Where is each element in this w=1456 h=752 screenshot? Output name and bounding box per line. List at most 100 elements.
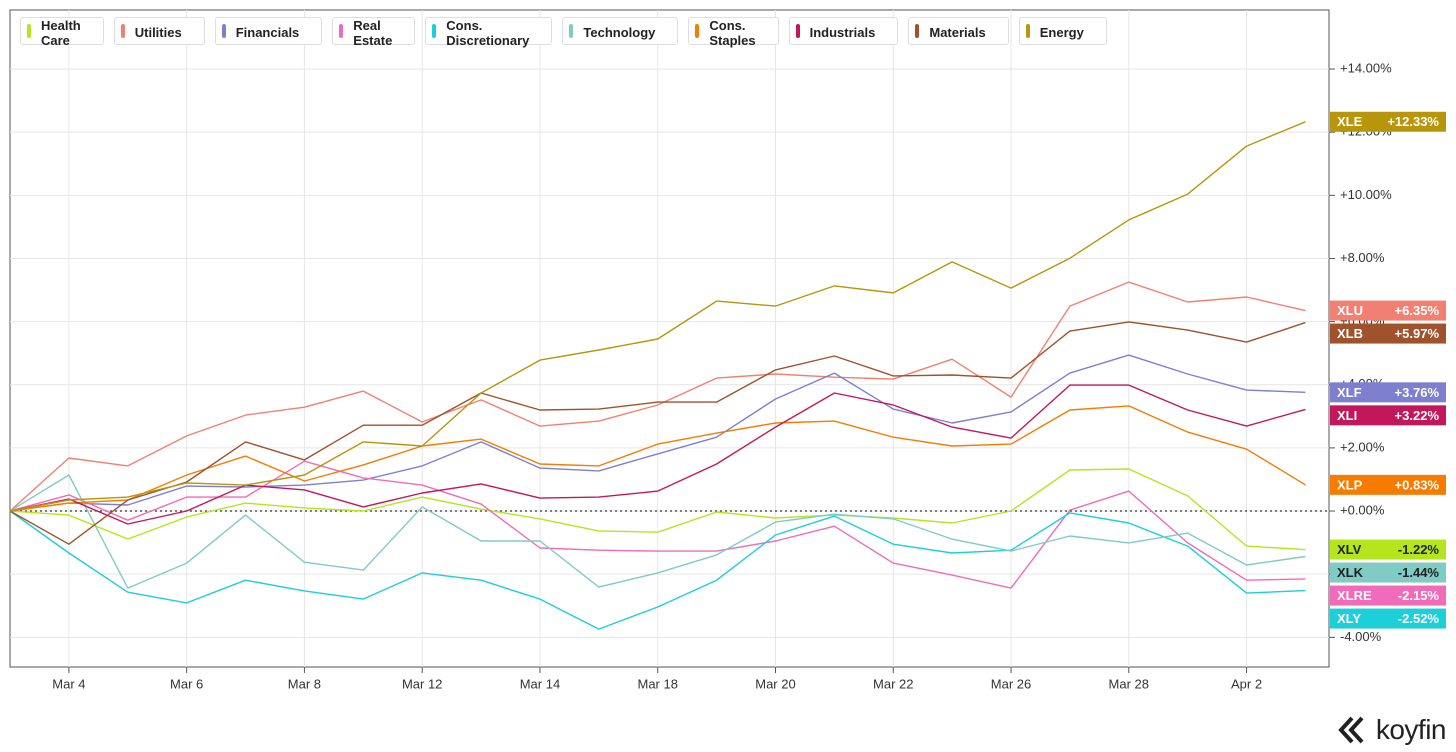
legend-swatch: [1025, 24, 1030, 38]
x-tick-label: Mar 6: [170, 676, 203, 691]
y-tick-label: +2.00%: [1340, 439, 1385, 454]
legend-label: Utilities: [134, 25, 182, 40]
end-tag-box: [1330, 405, 1446, 426]
series-line: [9, 354, 1306, 512]
legend: Health Care Utilities Financials Real Estat…: [20, 17, 1107, 48]
end-tag-value: +3.76%: [1395, 385, 1440, 400]
end-tag-ticker: XLY: [1337, 611, 1361, 626]
legend-item[interactable]: Cons. Staples: [688, 17, 779, 48]
end-tag: XLV -1.22%: [1330, 539, 1446, 560]
end-tag-ticker: XLV: [1337, 542, 1362, 557]
end-tag-value: -2.52%: [1398, 611, 1440, 626]
end-tag-value: -1.44%: [1398, 565, 1440, 580]
legend-swatch: [695, 24, 700, 38]
end-tag: XLY -2.52%: [1330, 608, 1446, 629]
end-tag: XLE +12.33%: [1330, 111, 1446, 132]
x-tick-label: Mar 8: [288, 676, 321, 691]
x-tick-label: Mar 12: [402, 676, 442, 691]
y-tick-label: +8.00%: [1340, 250, 1385, 265]
end-tag: XLI +3.22%: [1330, 405, 1446, 426]
plot-frame: [9, 9, 1330, 668]
series-line: [9, 468, 1306, 551]
end-tag-box: [1330, 111, 1446, 132]
legend-swatch: [221, 24, 226, 38]
legend-swatch: [795, 24, 800, 38]
brand-icon: [1338, 716, 1364, 744]
y-tick-label: +14.00%: [1340, 60, 1392, 75]
end-tag-ticker: XLRE: [1337, 588, 1372, 603]
legend-label: Real Estate: [353, 18, 393, 48]
end-tag-box: [1330, 608, 1446, 629]
end-tag-box: [1330, 300, 1446, 321]
legend-swatch: [915, 24, 920, 38]
x-tick-label: Mar 18: [637, 676, 677, 691]
x-tick-label: Mar 14: [520, 676, 560, 691]
legend-swatch: [27, 24, 31, 38]
legend-item[interactable]: Materials: [908, 17, 1009, 45]
end-tag-box: [1330, 323, 1446, 344]
end-tag-box: [1330, 562, 1446, 583]
end-tag-box: [1330, 585, 1446, 606]
legend-item[interactable]: Utilities: [113, 17, 205, 45]
x-tick-label: Mar 22: [873, 676, 913, 691]
end-tag-value: +3.22%: [1395, 408, 1440, 423]
legend-item[interactable]: Industrials: [788, 17, 899, 45]
legend-item[interactable]: Health Care: [20, 17, 104, 48]
y-tick-label: -4.00%: [1340, 629, 1382, 644]
legend-label: Health Care: [41, 18, 81, 48]
end-tag: XLRE -2.15%: [1330, 585, 1446, 606]
end-tag-ticker: XLK: [1337, 565, 1364, 580]
legend-label: Technology: [583, 25, 656, 40]
series-line: [9, 121, 1306, 512]
legend-label: Materials: [929, 25, 986, 40]
series-line: [9, 281, 1306, 512]
end-tag-ticker: XLI: [1337, 408, 1357, 423]
legend-label: Financials: [235, 25, 300, 40]
series-line: [9, 474, 1306, 589]
x-tick-label: Mar 20: [755, 676, 795, 691]
end-tag: XLF +3.76%: [1330, 382, 1446, 403]
end-tag: XLK -1.44%: [1330, 562, 1446, 583]
legend-item[interactable]: Energy: [1018, 17, 1107, 45]
end-tag-box: [1330, 382, 1446, 403]
legend-item[interactable]: Financials: [214, 17, 323, 45]
end-tag-box: [1330, 474, 1446, 495]
grid: [10, 10, 1329, 667]
end-tag-value: +5.97%: [1395, 326, 1440, 341]
end-tag-ticker: XLP: [1337, 477, 1363, 492]
legend-label: Cons. Discretionary: [446, 18, 530, 48]
end-tag-value: -1.22%: [1398, 542, 1440, 557]
end-tag-ticker: XLU: [1337, 303, 1363, 318]
legend-swatch: [339, 24, 344, 38]
end-tag-box: [1330, 539, 1446, 560]
legend-label: Energy: [1039, 25, 1084, 40]
x-tick-label: Mar 26: [991, 676, 1031, 691]
series-line: [9, 384, 1306, 525]
legend-swatch: [432, 24, 437, 38]
legend-label: Cons. Staples: [709, 18, 756, 48]
y-tick-label: +0.00%: [1340, 502, 1385, 517]
end-tag-ticker: XLB: [1337, 326, 1363, 341]
end-tag-value: +12.33%: [1387, 114, 1439, 129]
brand: koyfin: [1338, 714, 1447, 746]
end-tag: XLP +0.83%: [1330, 474, 1446, 495]
end-tag: XLU +6.35%: [1330, 300, 1446, 321]
series-line: [9, 405, 1306, 512]
legend-item[interactable]: Real Estate: [332, 17, 416, 48]
legend-item[interactable]: Technology: [562, 17, 679, 45]
end-tag-value: -2.15%: [1398, 588, 1440, 603]
end-tag: XLB +5.97%: [1330, 323, 1446, 344]
brand-name: koyfin: [1375, 714, 1447, 745]
end-tag-ticker: XLF: [1337, 385, 1362, 400]
end-tag-value: +6.35%: [1395, 303, 1440, 318]
legend-label: Industrials: [809, 25, 876, 40]
y-tick-label: +10.00%: [1340, 187, 1392, 202]
series-line: [9, 460, 1306, 589]
series-line: [9, 510, 1306, 630]
x-tick-label: Mar 28: [1109, 676, 1149, 691]
legend-item[interactable]: Cons. Discretionary: [425, 17, 553, 48]
x-tick-label: Mar 4: [52, 676, 85, 691]
legend-swatch: [120, 24, 125, 38]
